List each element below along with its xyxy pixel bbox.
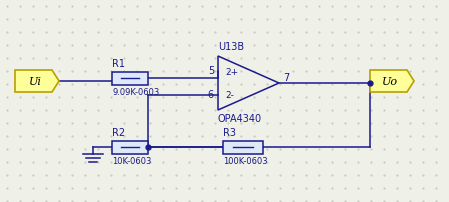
Text: U13B: U13B (218, 42, 244, 52)
Text: R2: R2 (112, 127, 125, 137)
Text: R3: R3 (223, 127, 236, 137)
Text: OPA4340: OPA4340 (218, 114, 262, 123)
Polygon shape (370, 71, 414, 93)
Text: Uo: Uo (382, 77, 398, 87)
Text: 100K-0603: 100K-0603 (223, 156, 268, 165)
Bar (112, 72, 148, 85)
Text: 6: 6 (208, 89, 214, 99)
Text: 2-: 2- (225, 91, 234, 100)
Bar (223, 141, 263, 154)
Text: 7: 7 (283, 73, 289, 83)
Text: 10K-0603: 10K-0603 (112, 156, 151, 165)
Text: 9.09K-0603: 9.09K-0603 (112, 87, 159, 96)
Text: 2+: 2+ (225, 67, 238, 76)
Text: 5: 5 (208, 66, 214, 76)
Text: R1: R1 (112, 58, 125, 68)
Bar (112, 141, 148, 154)
Polygon shape (15, 71, 59, 93)
Text: Ui: Ui (29, 77, 41, 87)
